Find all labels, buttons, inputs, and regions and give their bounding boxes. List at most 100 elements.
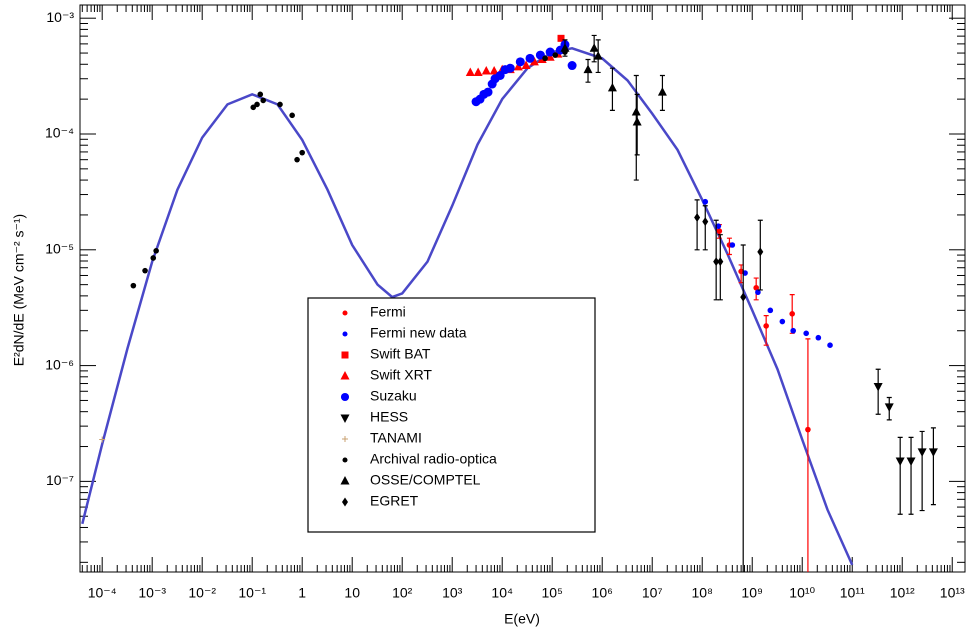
- legend-marker: [342, 310, 348, 316]
- data-point: [827, 342, 833, 348]
- y-tick-label: 10⁻⁴: [45, 125, 74, 141]
- data-point: [254, 101, 260, 108]
- data-point: [790, 327, 797, 334]
- data-point: [884, 403, 894, 412]
- y-tick-label: 10⁻⁵: [45, 240, 74, 256]
- data-point: [757, 247, 764, 257]
- data-point: [294, 156, 300, 163]
- x-tick-label: 10⁵: [542, 585, 563, 601]
- data-point: [289, 112, 295, 119]
- x-tick-label: 10⁻³: [138, 585, 166, 601]
- x-tick-label: 10⁸: [691, 585, 713, 601]
- data-point: [917, 448, 927, 457]
- data-point: [716, 228, 723, 234]
- data-point: [789, 311, 795, 317]
- data-point: [545, 47, 555, 57]
- data-point: [873, 382, 883, 392]
- legend-marker: [341, 351, 349, 359]
- data-point: [755, 289, 761, 296]
- data-point: [729, 242, 736, 248]
- data-point: [560, 43, 570, 52]
- data-point: [753, 284, 759, 291]
- error-bar: [717, 234, 723, 301]
- data-point: [779, 318, 786, 325]
- y-axis-label: E²dN/dE (MeV cm⁻² s⁻¹): [11, 214, 27, 366]
- data-point: [153, 248, 159, 254]
- x-tick-label: 10¹³: [940, 585, 965, 601]
- data-point: [702, 198, 709, 205]
- data-point: [815, 334, 822, 341]
- data-point: [567, 61, 577, 71]
- legend-marker: [342, 457, 348, 463]
- error-bar: [875, 368, 881, 415]
- x-tick-label: 10²: [392, 585, 413, 601]
- error-bar: [740, 244, 746, 572]
- data-point: [277, 101, 283, 108]
- x-tick-label: 10⁹: [741, 585, 763, 601]
- data-point: [130, 282, 137, 289]
- error-bar: [930, 427, 936, 506]
- x-tick-label: 10¹²: [890, 585, 915, 601]
- data-point: [717, 257, 724, 267]
- x-tick-label: 10⁻¹: [238, 585, 266, 601]
- y-tick-label: 10⁻³: [46, 9, 74, 25]
- x-axis-label: E(eV): [504, 611, 540, 627]
- legend-label: EGRET: [370, 493, 419, 509]
- data-point: [481, 65, 491, 75]
- data-point: [593, 51, 603, 60]
- error-bar: [805, 338, 811, 572]
- data-point: [740, 292, 747, 302]
- legend-marker: [340, 476, 350, 485]
- y-tick-label: 10⁻⁷: [46, 472, 74, 488]
- legend-label: Suzaku: [370, 388, 417, 404]
- x-tick-label: 10⁻²: [188, 585, 216, 601]
- legend-marker: [340, 371, 350, 380]
- data-point: [99, 436, 106, 443]
- data-point: [513, 61, 523, 71]
- legend-label: Swift XRT: [370, 367, 432, 383]
- data-point: [928, 448, 938, 457]
- data-point: [715, 223, 722, 229]
- x-tick-label: 10: [344, 585, 360, 601]
- legend-label: Fermi: [370, 304, 406, 320]
- data-point: [473, 67, 483, 76]
- data-point: [525, 53, 535, 63]
- data-point: [583, 64, 593, 74]
- error-bar: [763, 315, 769, 346]
- data-point: [299, 149, 305, 156]
- data-point: [657, 87, 667, 96]
- data-point: [542, 55, 548, 62]
- data-point: [763, 323, 769, 329]
- data-point: [552, 52, 559, 58]
- data-point: [515, 57, 525, 67]
- legend-label: OSSE/COMPTEL: [370, 472, 481, 488]
- legend-label: Archival radio-optica: [370, 451, 497, 467]
- x-tick-label: 10⁻⁴: [88, 585, 117, 601]
- legend-marker: [342, 331, 348, 337]
- legend-label: TANAMI: [370, 430, 422, 446]
- data-point: [257, 91, 264, 98]
- x-tick-label: 10¹¹: [840, 585, 865, 601]
- data-point: [632, 116, 642, 126]
- x-tick-label: 10⁷: [642, 585, 663, 601]
- legend: Fermi Fermi new data Swift BAT Swift XRT Suz…: [307, 297, 596, 533]
- error-bar: [694, 199, 700, 251]
- data-point: [495, 70, 505, 80]
- data-point: [483, 87, 493, 97]
- plot-frame: [79, 4, 966, 573]
- x-tick-label: 10⁶: [592, 585, 613, 601]
- legend-label: Swift BAT: [370, 346, 431, 362]
- data-point: [713, 257, 720, 267]
- data-point: [142, 267, 148, 274]
- x-tick-label: 10¹⁰: [789, 585, 815, 601]
- y-tick-label: 10⁻⁶: [45, 356, 74, 372]
- data-point: [589, 43, 599, 52]
- data-point: [557, 34, 565, 42]
- legend-marker: [342, 497, 348, 507]
- error-bar: [702, 205, 708, 251]
- data-point: [906, 457, 916, 466]
- data-point: [260, 97, 267, 104]
- error-bar: [633, 74, 639, 181]
- data-point: [529, 56, 539, 66]
